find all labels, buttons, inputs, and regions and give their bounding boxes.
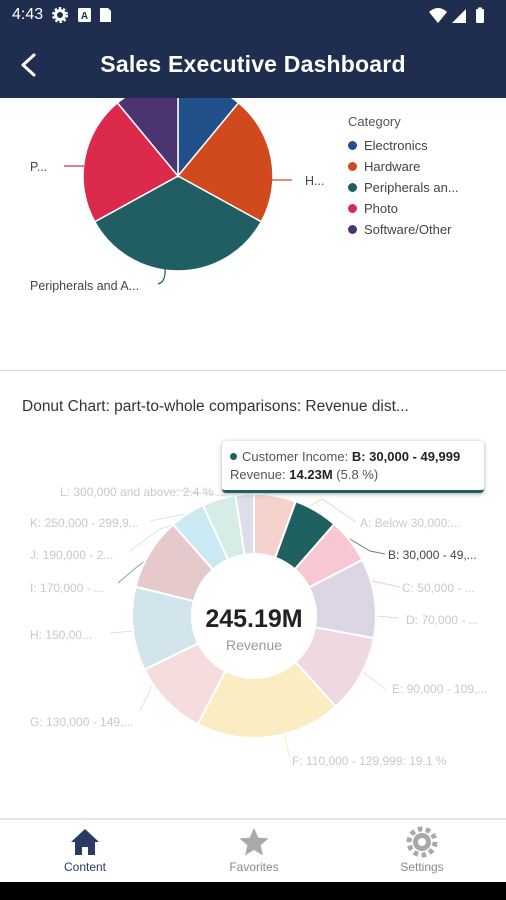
donut-chart-title: Donut Chart: part-to-whole comparisons: … xyxy=(22,398,409,415)
pie-legend: Category Electronics Hardware Peripheral… xyxy=(348,114,459,240)
donut-label-e: E: 90,000 - 109,... xyxy=(392,682,487,696)
system-nav-bar xyxy=(0,882,506,900)
sd-card-status-icon xyxy=(100,8,111,22)
legend-item-photo[interactable]: Photo xyxy=(348,198,459,219)
tooltip-measure-line: Revenue: 14.23M (5.8 %) xyxy=(230,467,476,485)
page-title: Sales Executive Dashboard xyxy=(100,51,406,77)
legend-dot xyxy=(348,204,357,213)
tooltip-measure-value: 14.23M xyxy=(289,467,333,482)
nav-label-favorites: Favorites xyxy=(229,860,279,874)
back-arrow-icon xyxy=(21,53,36,77)
app-bar: Sales Executive Dashboard xyxy=(0,32,506,98)
tooltip-series-label: Customer Income: xyxy=(242,449,349,464)
wifi-icon xyxy=(429,8,447,23)
legend-dot xyxy=(348,183,357,192)
bottom-nav: Content Favorites Settings xyxy=(0,820,506,882)
donut-center-label: Revenue xyxy=(226,637,282,653)
donut-label-b: B: 30,000 - 49,... xyxy=(388,548,477,562)
pie-slice-photo[interactable] xyxy=(82,101,180,223)
signal-icon xyxy=(452,9,466,23)
pie-slice-hardware[interactable] xyxy=(176,101,274,223)
pie-chart-card: P... H... Peripherals and A... Category … xyxy=(0,98,506,370)
legend-dot xyxy=(348,225,357,234)
pie-legend-title: Category xyxy=(348,114,401,129)
pie-slice-electronics[interactable] xyxy=(177,98,240,179)
pie-label-hardware: H... xyxy=(305,174,324,188)
legend-item-peripherals[interactable]: Peripherals an... xyxy=(348,177,459,198)
legend-item-software[interactable]: Software/Other xyxy=(348,219,459,240)
donut-label-a: A: Below 30,000:... xyxy=(360,516,461,530)
legend-label: Software/Other xyxy=(364,222,452,237)
donut-slice-f[interactable] xyxy=(196,660,338,739)
back-button[interactable] xyxy=(12,48,46,82)
pie-label-peripherals: Peripherals and A... xyxy=(30,279,139,293)
donut-hole xyxy=(194,556,314,676)
tooltip-measure-label: Revenue: xyxy=(230,467,286,482)
a-status-icon: A xyxy=(78,8,91,22)
legend-label: Photo xyxy=(364,201,398,216)
tooltip-series-value: B: 30,000 - 49,999 xyxy=(351,449,461,464)
gear-icon xyxy=(406,826,438,858)
nav-item-settings[interactable]: Settings xyxy=(372,826,472,874)
battery-icon xyxy=(476,9,484,23)
legend-label: Peripherals an... xyxy=(364,180,459,195)
star-icon xyxy=(239,828,269,856)
donut-label-i: I: 170,000 - ... xyxy=(30,581,104,595)
donut-center-value: 245.19M xyxy=(205,605,302,633)
settings-status-icon xyxy=(52,7,68,23)
card-divider xyxy=(0,370,506,371)
tooltip-dot xyxy=(230,453,237,460)
legend-item-hardware[interactable]: Hardware xyxy=(348,156,459,177)
donut-label-l: L: 300,000 and above: 2.4 % xyxy=(60,485,214,499)
donut-label-g: G: 130,000 - 149,... xyxy=(30,715,133,729)
donut-label-d: D: 70,000 - ... xyxy=(406,613,479,627)
legend-label: Electronics xyxy=(364,138,428,153)
nav-divider xyxy=(0,818,506,820)
status-left-icons: A xyxy=(52,7,132,28)
status-right-icons xyxy=(428,7,494,30)
tooltip-series-line: Customer Income: B: 30,000 - 49,999 xyxy=(230,449,476,467)
donut-label-f: F: 110,000 - 129,999: 19.1 % xyxy=(292,754,447,768)
home-icon xyxy=(71,829,99,855)
nav-label-content: Content xyxy=(63,860,107,874)
pie-slice-software-other[interactable] xyxy=(116,98,179,179)
nav-label-settings: Settings xyxy=(400,860,444,874)
tooltip-measure-pct: (5.8 %) xyxy=(336,467,379,482)
svg-text:A: A xyxy=(81,11,88,22)
legend-dot xyxy=(348,162,357,171)
nav-item-favorites[interactable]: Favorites xyxy=(204,826,304,874)
pie-chart[interactable]: P... H... Peripherals and A... xyxy=(0,98,506,370)
donut-label-h: H: 150,00... xyxy=(30,628,92,642)
legend-label: Hardware xyxy=(364,159,421,174)
legend-dot xyxy=(348,141,357,150)
nav-item-content[interactable]: Content xyxy=(35,826,135,874)
donut-tooltip: Customer Income: B: 30,000 - 49,999 Reve… xyxy=(222,441,484,493)
donut-label-c: C: 50,000 - ... xyxy=(402,581,475,595)
donut-label-j: J: 190,000 - 2... xyxy=(30,548,113,562)
donut-label-k: K: 250,000 - 299,9... xyxy=(30,516,139,530)
pie-label-photo: P... xyxy=(30,160,47,174)
donut-slice-l[interactable] xyxy=(234,492,255,556)
legend-item-electronics[interactable]: Electronics xyxy=(348,135,459,156)
status-time: 4:43 xyxy=(12,6,44,23)
pie-leader-peripherals xyxy=(157,267,166,285)
status-bar: 4:43 A xyxy=(0,0,506,32)
donut-chart-card: Donut Chart: part-to-whole comparisons: … xyxy=(0,371,506,818)
donut-chart[interactable]: 245.19M Revenue L: 300,000 and above: 2.… xyxy=(0,371,506,818)
